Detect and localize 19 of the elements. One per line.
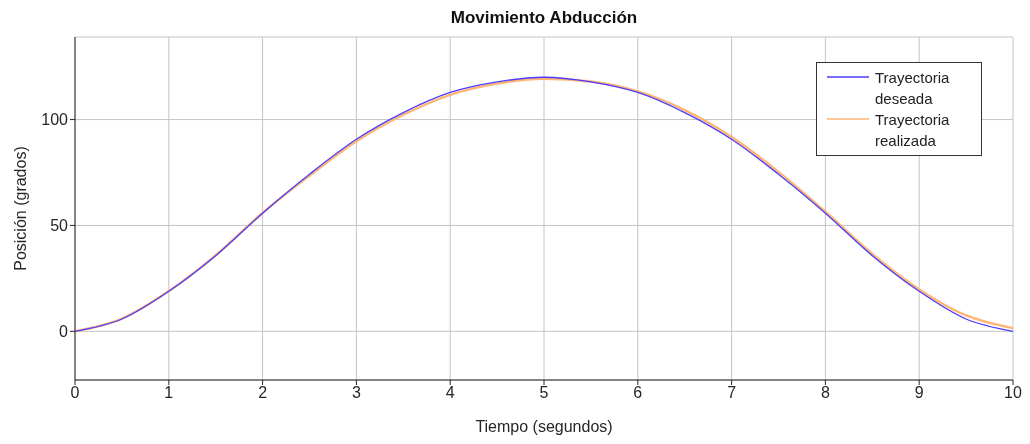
x-tick-label: 1 — [164, 384, 174, 402]
x-tick-label: 3 — [351, 384, 361, 402]
chart-title: Movimiento Abducción — [449, 8, 639, 28]
x-tick-label: 7 — [727, 384, 737, 402]
y-axis-title: Posición (grados) — [11, 146, 29, 271]
legend-label: Trayectoria deseada — [875, 68, 951, 109]
x-axis-title: Tiempo (segundos) — [475, 418, 613, 435]
legend-label: Trayectoria realizada — [875, 110, 951, 151]
y-tick-label: 0 — [59, 322, 69, 340]
x-tick-label: 4 — [445, 384, 455, 402]
y-tick-label: 50 — [50, 217, 69, 235]
x-tick-label: 10 — [1004, 384, 1022, 402]
x-tick-label: 8 — [820, 384, 830, 402]
x-tick-label: 6 — [633, 384, 643, 402]
x-tick-label: 2 — [258, 384, 268, 402]
x-tick-label: 5 — [539, 384, 549, 402]
x-tick-label: 0 — [70, 384, 80, 402]
y-tick-label: 100 — [41, 111, 69, 129]
x-tick-label: 9 — [914, 384, 924, 402]
